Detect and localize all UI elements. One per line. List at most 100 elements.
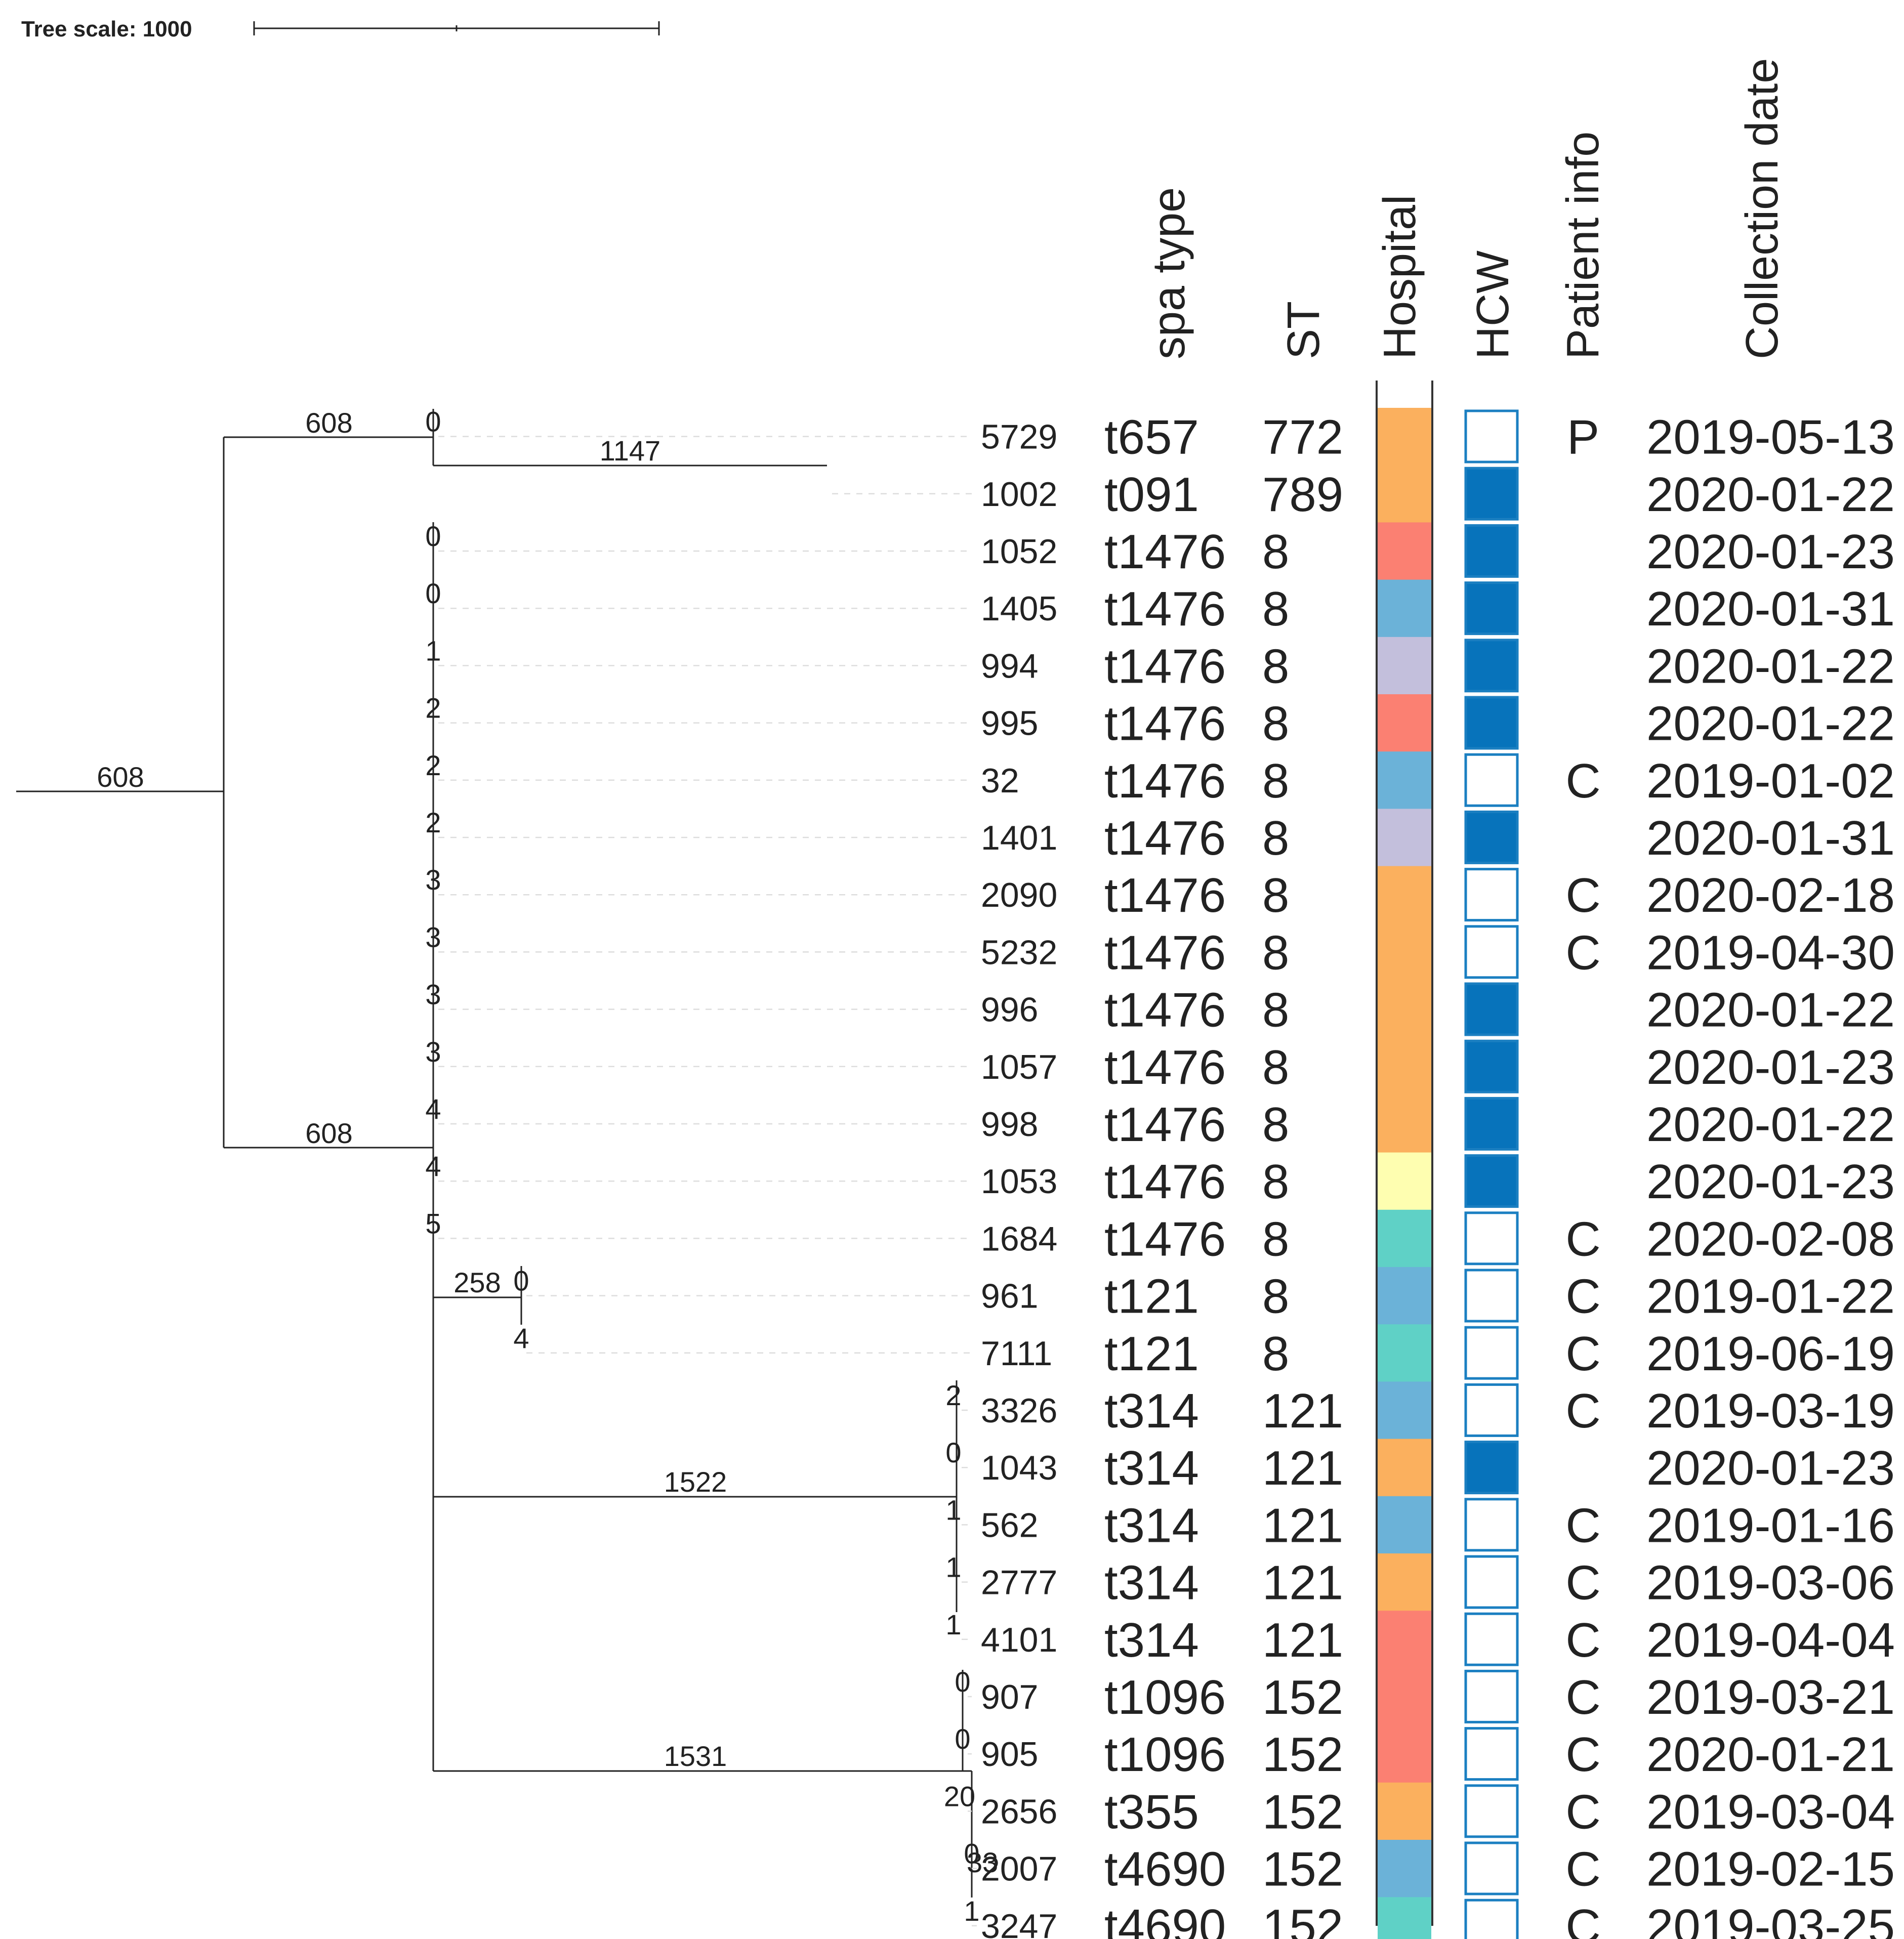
patient-info-cell: C — [1565, 1785, 1600, 1839]
collection-date-cell: 2019-04-04 — [1646, 1613, 1895, 1667]
spa-type-cell: t1476 — [1104, 811, 1226, 865]
leaf-row: 2 32 t1476 8 C 2019-01-02 — [425, 749, 1895, 810]
leaf-row: 3 2090 t1476 8 C 2020-02-18 — [425, 864, 1895, 924]
header-hospital: Hospital — [1375, 195, 1425, 359]
leaf-distance-label: 0 — [945, 1437, 961, 1468]
branch-label-st152-clade: 1531 — [664, 1740, 727, 1772]
leaf-id: 996 — [981, 991, 1038, 1029]
header-hcw: HCW — [1468, 250, 1518, 359]
leaf-distance-label: 1 — [945, 1609, 961, 1640]
leaf-distance-label: 0 — [425, 406, 441, 438]
leaf-id: 562 — [981, 1506, 1038, 1544]
leaf-distance-label: 5 — [425, 1207, 441, 1239]
st-cell: 8 — [1262, 1270, 1289, 1324]
leaf-row: 1 4101 t314 121 C 2019-04-04 — [945, 1609, 1895, 1669]
leaf-distance-label: 2 — [425, 807, 441, 838]
spa-type-cell: t1476 — [1104, 925, 1226, 980]
collection-date-cell: 2020-01-22 — [1646, 983, 1895, 1037]
spa-type-cell: t1476 — [1104, 697, 1226, 751]
hospital-cell — [1378, 1725, 1431, 1783]
hospital-cell — [1378, 1381, 1431, 1440]
hospital-cell — [1378, 522, 1431, 580]
tree-branches — [16, 409, 973, 1898]
spa-type-cell: t1476 — [1104, 1040, 1226, 1094]
patient-info-cell: C — [1565, 925, 1600, 980]
leaf-distance-label: 3 — [425, 1036, 441, 1068]
st-cell: 121 — [1262, 1613, 1343, 1667]
collection-date-cell: 2020-01-23 — [1646, 1441, 1895, 1495]
leaf-row: 0 1405 t1476 8 2020-01-31 — [425, 577, 1895, 638]
leaf-row: 20 2656 t355 152 C 2019-03-04 — [944, 1780, 1895, 1840]
hcw-cell — [1464, 639, 1519, 693]
leaf-distance-label: 0 — [955, 1666, 970, 1698]
hospital-cell — [1378, 408, 1431, 466]
hcw-cell — [1464, 753, 1519, 807]
hcw-cell — [1464, 1555, 1519, 1609]
st-cell: 152 — [1262, 1842, 1343, 1896]
hospital-cell — [1378, 1209, 1431, 1268]
spa-type-cell: t314 — [1104, 1613, 1199, 1667]
hcw-cell — [1464, 925, 1519, 979]
st-cell: 8 — [1262, 1327, 1289, 1381]
spa-type-cell: t1476 — [1104, 1098, 1226, 1152]
hcw-cell — [1464, 1383, 1519, 1437]
hcw-cell — [1464, 1154, 1519, 1208]
st-cell: 152 — [1262, 1727, 1343, 1782]
st-cell: 152 — [1262, 1900, 1343, 1939]
leaf-id: 905 — [981, 1735, 1038, 1774]
patient-info-cell: C — [1565, 1842, 1600, 1896]
hospital-cell — [1378, 1152, 1431, 1210]
collection-date-cell: 2020-01-31 — [1646, 811, 1895, 865]
leaf-distance-label: 0 — [425, 577, 441, 609]
st-cell: 121 — [1262, 1441, 1343, 1495]
collection-date-cell: 2020-01-22 — [1646, 639, 1895, 693]
patient-info-cell: P — [1567, 410, 1599, 465]
st-cell: 152 — [1262, 1670, 1343, 1724]
hcw-cell — [1464, 1039, 1519, 1093]
hospital-cell — [1378, 1782, 1431, 1840]
leaf-row: 1002 t091 789 2020-01-22 — [832, 465, 1895, 523]
st-cell: 8 — [1262, 754, 1289, 808]
collection-date-cell: 2019-03-06 — [1646, 1556, 1895, 1610]
leaf-id: 1401 — [981, 819, 1057, 857]
leaf-row: 0 905 t1096 152 C 2020-01-21 — [955, 1723, 1895, 1783]
header-collection-date: Collection date — [1737, 58, 1788, 359]
leaf-row: 0 961 t121 8 C 2019-01-22 — [513, 1265, 1895, 1325]
leaf-id: 4101 — [981, 1621, 1057, 1659]
spa-type-cell: t314 — [1104, 1556, 1199, 1610]
st-cell: 121 — [1262, 1384, 1343, 1438]
leaf-distance-label: 0 — [964, 1838, 979, 1870]
leaf-distance-label: 3 — [425, 979, 441, 1010]
hcw-cell — [1464, 1326, 1519, 1380]
leaf-row: 2 3326 t314 121 C 2019-03-19 — [945, 1379, 1895, 1440]
hospital-cell — [1378, 1038, 1431, 1096]
hospital-cell — [1378, 1611, 1431, 1669]
patient-info-cell: C — [1565, 1212, 1600, 1266]
leaf-distance-label: 0 — [513, 1265, 529, 1297]
collection-date-cell: 2020-01-23 — [1646, 525, 1895, 579]
collection-date-cell: 2019-03-25 — [1646, 1900, 1895, 1939]
collection-date-cell: 2020-01-31 — [1646, 582, 1895, 636]
hospital-cell — [1378, 866, 1431, 924]
branch-label-upper: 608 — [305, 407, 352, 439]
leaf-distance-label: 2 — [945, 1379, 961, 1411]
leaf-distance-label: 20 — [944, 1780, 975, 1812]
patient-info-cell: C — [1565, 1613, 1600, 1667]
spa-type-cell: t314 — [1104, 1498, 1199, 1552]
hospital-cell — [1378, 1496, 1431, 1554]
collection-date-cell: 2020-01-21 — [1646, 1727, 1895, 1782]
leaf-row: 2 1401 t1476 8 2020-01-31 — [425, 807, 1895, 867]
leaf-id: 1405 — [981, 589, 1057, 628]
spa-type-cell: t355 — [1104, 1785, 1199, 1839]
st-cell: 8 — [1262, 639, 1289, 693]
leaf-distance-label: 1 — [945, 1551, 961, 1583]
tree-scale: Tree scale: 1000 — [21, 17, 660, 41]
leaf-id: 7111 — [981, 1334, 1052, 1373]
leaf-row: 1 3247 t4690 152 C 2019-03-25 — [964, 1895, 1895, 1939]
leaf-row: 3 1057 t1476 8 2020-01-23 — [425, 1036, 1895, 1096]
leaf-id: 907 — [981, 1678, 1038, 1716]
leaf-row: 4 7111 t121 8 C 2019-06-19 — [513, 1322, 1895, 1382]
patient-info-cell: C — [1565, 1556, 1600, 1610]
leaf-id: 32 — [981, 762, 1019, 800]
hcw-cell — [1464, 1498, 1519, 1552]
